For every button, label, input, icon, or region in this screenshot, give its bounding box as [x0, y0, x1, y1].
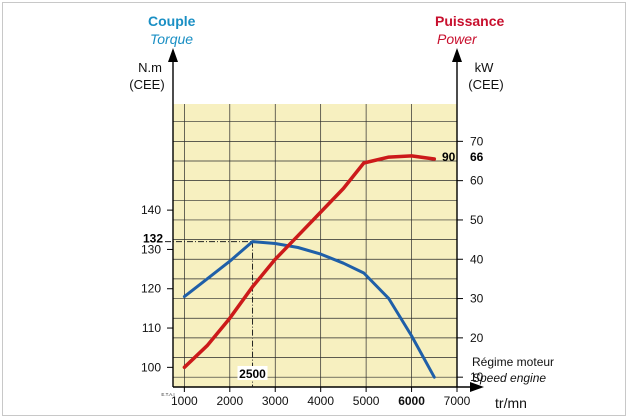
left-tick-label: 130 — [141, 242, 161, 256]
right-tick-label: 10 — [470, 370, 484, 384]
left-tick-label: 110 — [142, 321, 161, 335]
series-line-power — [182, 154, 437, 370]
right-tick-label: 40 — [470, 252, 484, 266]
right-tick-label: 70 — [470, 134, 484, 148]
x-tick-label: 4000 — [307, 394, 334, 408]
torque-peak-value: 132 — [143, 232, 163, 246]
x-tick-label: 6000 — [398, 394, 425, 408]
grid — [173, 104, 457, 387]
x-axis-label: tr/mn — [495, 395, 527, 411]
x-axis-arrow — [470, 382, 484, 392]
series-line-torque — [182, 240, 436, 379]
right-title: Puissance — [435, 13, 504, 29]
torque-peak-rpm: 2500 — [239, 367, 266, 381]
right-axis-arrow — [452, 48, 462, 62]
x-tick-label: 2000 — [216, 394, 243, 408]
footnote: E.T.A.I — [161, 392, 174, 397]
left-tick-label: 140 — [141, 203, 161, 217]
plot-background — [173, 104, 457, 387]
right-unit: kW — [475, 60, 495, 75]
left-axis-arrow — [168, 48, 178, 62]
x-tick-label: 3000 — [262, 394, 289, 408]
right-tick-label: 60 — [470, 174, 484, 188]
rpm-peak-label-background — [237, 366, 268, 380]
right-tick-label: 50 — [470, 213, 484, 227]
chart-frame — [2, 2, 626, 416]
power-peak-label: 90 — [442, 150, 456, 164]
left-tick-label: 120 — [141, 282, 161, 296]
left-title: Couple — [148, 13, 196, 29]
left-unit: N.m — [138, 60, 162, 75]
power-peak-value: 66 — [470, 150, 484, 164]
torque-peak-label-background — [139, 231, 163, 245]
left-subtitle: Torque — [150, 31, 193, 47]
right-unit-note: (CEE) — [468, 77, 503, 92]
x-tick-labels: 1000 2000 3000 4000 5000 6000 7000 — [171, 387, 471, 408]
x-tick-label: 1000 — [171, 394, 198, 408]
right-tick-label: 20 — [470, 331, 484, 345]
right-tick-label: 30 — [470, 292, 484, 306]
left-tick-label: 100 — [141, 360, 161, 374]
right-subtitle: Power — [437, 31, 478, 47]
x-axis-note-french: Régime moteur — [472, 355, 554, 369]
right-tick-labels: 10 20 30 40 50 60 70 — [457, 134, 484, 384]
x-axis-note-english: Speed engine — [472, 371, 546, 385]
x-tick-label: 7000 — [444, 394, 471, 408]
left-unit-note: (CEE) — [129, 77, 164, 92]
x-tick-label: 5000 — [353, 394, 380, 408]
left-tick-labels: 100 110 120 130 140 — [141, 203, 173, 374]
